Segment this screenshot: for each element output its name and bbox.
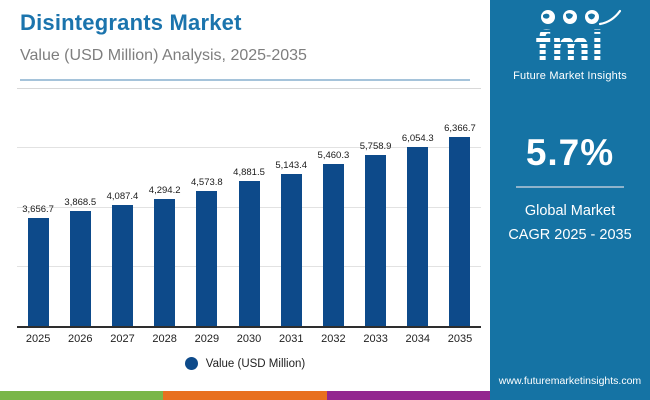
bar-value-label: 3,868.5 bbox=[64, 197, 97, 209]
bar bbox=[238, 181, 260, 326]
bar bbox=[27, 217, 49, 326]
bar bbox=[365, 155, 387, 326]
page-subtitle: Value (USD Million) Analysis, 2025-2035 bbox=[20, 47, 307, 64]
fmi-logo: fmi Future Market Insights bbox=[490, 8, 650, 82]
bars-row: 3,656.7 3,868.5 4,087.4 4,294.2 4,573.8 4,881… bbox=[17, 89, 481, 326]
sidebar: fmi Future Market Insights 5.7% Global M… bbox=[490, 0, 650, 400]
bar bbox=[449, 137, 471, 326]
header-divider bbox=[20, 79, 470, 81]
page-title: Disintegrants Market bbox=[20, 10, 242, 35]
cagr-label-line2: CAGR 2025 - 2035 bbox=[508, 226, 632, 243]
globe-icons bbox=[541, 9, 622, 26]
bar-column-2026: 3,868.5 bbox=[59, 89, 101, 326]
bar-column-2033: 5,758.9 bbox=[355, 89, 397, 326]
bar-value-label: 4,881.5 bbox=[233, 167, 265, 179]
x-axis-label: 2030 bbox=[236, 333, 262, 345]
x-axis-label: 2035 bbox=[447, 333, 473, 345]
footer-strip-segment bbox=[163, 391, 327, 400]
legend-marker-icon bbox=[184, 357, 198, 370]
x-axis-label: 2034 bbox=[405, 333, 431, 345]
bar-column-2028: 4,294.2 bbox=[144, 89, 186, 326]
bar-column-2032: 5,460.3 bbox=[312, 89, 354, 326]
website-link[interactable]: www.futuremarketinsights.com bbox=[498, 375, 642, 387]
chart-panel: Disintegrants Market Value (USD Million)… bbox=[0, 0, 490, 400]
bar bbox=[196, 190, 218, 326]
footer-color-strip bbox=[0, 391, 490, 400]
bar bbox=[69, 211, 91, 326]
footer-strip-segment bbox=[326, 391, 490, 400]
bar-column-2025: 3,656.7 bbox=[17, 89, 59, 326]
bar-column-2031: 5,143.4 bbox=[270, 89, 312, 326]
x-axis-label: 2031 bbox=[278, 333, 304, 345]
x-axis-label: 2025 bbox=[25, 333, 51, 345]
bar-column-2030: 4,881.5 bbox=[228, 89, 270, 326]
footer-strip-segment bbox=[0, 391, 164, 400]
bar-column-2034: 6,054.3 bbox=[397, 89, 439, 326]
bar bbox=[407, 146, 429, 326]
bar-value-label: 4,573.8 bbox=[190, 176, 223, 188]
x-axis: 2025 2026 2027 2028 2029 2030 2031 2032 2033 2034… bbox=[17, 333, 481, 345]
bar bbox=[111, 204, 133, 326]
bar-column-2027: 4,087.4 bbox=[101, 89, 143, 326]
x-axis-label: 2032 bbox=[321, 333, 346, 345]
legend-label: Value (USD Million) bbox=[205, 357, 306, 370]
bar-value-label: 6,366.7 bbox=[444, 123, 476, 135]
page-header: Disintegrants Market Value (USD Million)… bbox=[0, 0, 490, 81]
x-axis-label: 2028 bbox=[152, 333, 177, 345]
fmi-tagline: Future Market Insights bbox=[513, 69, 627, 82]
fmi-brand-text: fmi bbox=[490, 25, 650, 69]
bar-column-2035: 6,366.7 bbox=[439, 89, 481, 326]
bar-value-label: 5,143.4 bbox=[275, 159, 308, 171]
cagr-value: 5.7% bbox=[525, 132, 615, 173]
x-axis-label: 2029 bbox=[194, 333, 220, 345]
cagr-label-line1: Global Market bbox=[524, 203, 616, 219]
bar-value-label: 3,656.7 bbox=[22, 203, 54, 215]
x-axis-label: 2033 bbox=[363, 333, 388, 345]
bar bbox=[280, 173, 302, 326]
bar-value-label: 6,054.3 bbox=[401, 132, 434, 144]
bar-column-2029: 4,573.8 bbox=[186, 89, 228, 326]
gridline bbox=[17, 147, 481, 149]
chart-legend: Value (USD Million) bbox=[0, 357, 490, 370]
bar-value-label: 5,758.9 bbox=[359, 141, 392, 153]
x-axis-label: 2027 bbox=[110, 333, 135, 345]
bar-value-label: 4,294.2 bbox=[148, 184, 181, 196]
bar bbox=[154, 198, 176, 326]
bar bbox=[322, 164, 344, 326]
cagr-block: 5.7% Global Market CAGR 2025 - 2035 bbox=[490, 132, 650, 248]
bar-value-label: 5,460.3 bbox=[317, 150, 350, 162]
bar-value-label: 4,087.4 bbox=[106, 190, 139, 202]
bar-chart-plot-area: 3,656.7 3,868.5 4,087.4 4,294.2 4,573.8 4,881… bbox=[17, 88, 481, 328]
cagr-divider bbox=[516, 186, 624, 188]
x-axis-label: 2026 bbox=[68, 333, 93, 345]
